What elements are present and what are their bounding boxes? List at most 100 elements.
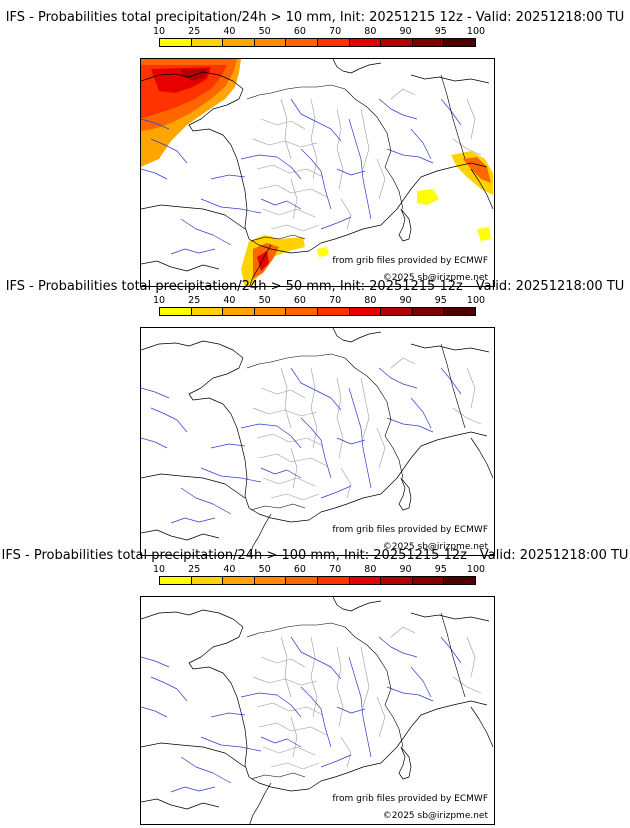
- colorbar-tick-label: 60: [293, 564, 306, 575]
- coastline: [470, 706, 494, 748]
- country-border: [250, 503, 306, 511]
- colorbar: [159, 38, 476, 47]
- colorbar-tick-label: 100: [466, 295, 486, 306]
- coastline: [398, 208, 412, 242]
- coastline: [141, 340, 250, 509]
- map-frame: from grib files provided by ECMWF ©2025 …: [140, 58, 495, 287]
- admin-boundary: [390, 88, 416, 100]
- colorbar-tick-label: 90: [399, 26, 412, 37]
- river: [240, 692, 302, 718]
- colorbar-ticks: 10 25 40 50 60 70 80 90 95 100: [0, 295, 630, 307]
- admin-boundary: [376, 427, 386, 469]
- colorbar-tick-label: 50: [258, 26, 271, 37]
- admin-boundary: [270, 493, 320, 501]
- colorbar-tick-label: 95: [434, 26, 447, 37]
- river: [320, 216, 352, 230]
- river: [378, 367, 418, 389]
- colorbar-segment: [254, 577, 287, 584]
- river: [141, 387, 170, 399]
- colorbar-tick-label: 90: [399, 295, 412, 306]
- admin-boundary: [262, 746, 316, 756]
- colorbar-segment: [223, 39, 255, 46]
- admin-boundary: [390, 357, 416, 369]
- river: [320, 485, 352, 499]
- river: [386, 417, 434, 433]
- colorbar-segment: [349, 577, 382, 584]
- colorbar-segment: [286, 577, 318, 584]
- copyright-credit: ©2025 sb@irizpme.net: [382, 542, 488, 553]
- admin-boundary: [376, 158, 386, 200]
- admin-boundary: [466, 636, 476, 678]
- colorbar-ticks: 10 25 40 50 60 70 80 90 95 100: [0, 26, 630, 38]
- admin-boundary: [290, 716, 298, 758]
- river: [141, 706, 168, 718]
- admin-boundary: [260, 118, 306, 130]
- colorbar-segment: [349, 308, 382, 315]
- admin-boundary: [340, 467, 352, 499]
- coastline: [410, 612, 490, 622]
- colorbar-tick-label: 40: [223, 26, 236, 37]
- coastline: [141, 609, 250, 778]
- country-border: [440, 343, 466, 429]
- colorbar-segment: [349, 39, 382, 46]
- panel-title: IFS - Probabilities total precipitation/…: [5, 279, 625, 294]
- france-map: [141, 59, 494, 286]
- colorbar-tick-label: 80: [364, 564, 377, 575]
- colorbar-segment: [254, 39, 287, 46]
- precipitation-probability-area: [257, 251, 269, 271]
- river: [378, 636, 418, 658]
- river: [150, 138, 188, 164]
- country-border: [246, 353, 404, 479]
- river: [170, 517, 216, 524]
- colorbar-tick-label: 10: [152, 26, 166, 37]
- river: [386, 148, 434, 164]
- colorbar-segment: [317, 308, 350, 315]
- admin-boundary: [466, 98, 476, 140]
- river: [336, 706, 366, 714]
- admin-boundary: [270, 762, 320, 770]
- colorbar-tick-label: 40: [223, 295, 236, 306]
- admin-boundary: [256, 433, 324, 447]
- copyright-credit: ©2025 sb@irizpme.net: [382, 811, 488, 822]
- river: [260, 198, 302, 210]
- france-map: [141, 597, 494, 824]
- map-panel-10mm: IFS - Probabilities total precipitation/…: [0, 10, 630, 287]
- river: [386, 686, 434, 702]
- colorbar-tick-label: 70: [329, 26, 342, 37]
- river: [410, 666, 432, 698]
- admin-boundary: [252, 676, 318, 686]
- river: [336, 437, 366, 445]
- colorbar-tick-label: 95: [434, 295, 447, 306]
- map-frame: from grib files provided by ECMWF ©2025 …: [140, 596, 495, 825]
- source-credit: from grib files provided by ECMWF: [332, 525, 488, 536]
- panel-title: IFS - Probabilities total precipitation/…: [5, 10, 625, 25]
- colorbar-segment: [381, 577, 413, 584]
- coastline: [410, 74, 490, 84]
- coastline: [249, 513, 272, 555]
- river: [240, 423, 302, 449]
- admin-boundary: [360, 108, 370, 170]
- river: [240, 154, 302, 180]
- river: [141, 656, 170, 668]
- colorbar-segment: [286, 308, 318, 315]
- river: [150, 407, 188, 433]
- colorbar-segment: [160, 308, 192, 315]
- colorbar-tick-label: 70: [329, 295, 342, 306]
- colorbar-tick-label: 50: [258, 564, 271, 575]
- admin-boundary: [260, 656, 306, 668]
- admin-boundary: [256, 164, 324, 178]
- copyright-credit: ©2025 sb@irizpme.net: [382, 273, 488, 284]
- river: [180, 756, 232, 784]
- colorbar-segment: [191, 577, 224, 584]
- admin-boundary: [452, 676, 482, 694]
- colorbar-tick-label: 10: [152, 564, 166, 575]
- river: [410, 397, 432, 429]
- country-border: [250, 234, 306, 242]
- admin-boundary: [252, 407, 318, 417]
- river: [320, 754, 352, 768]
- country-border: [246, 84, 404, 210]
- admin-boundary: [336, 377, 344, 459]
- colorbar-tick-label: 95: [434, 564, 447, 575]
- river: [378, 98, 418, 120]
- admin-boundary: [390, 626, 416, 638]
